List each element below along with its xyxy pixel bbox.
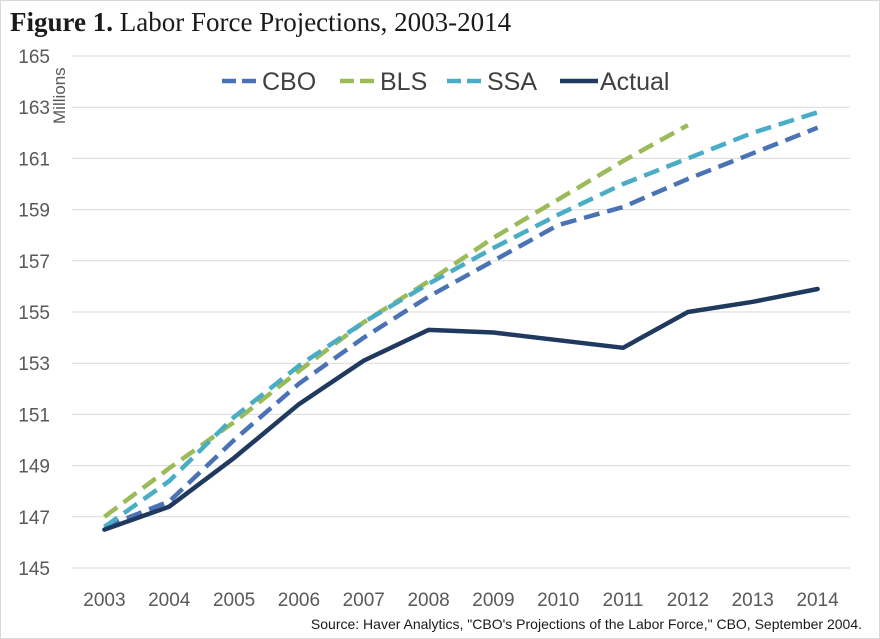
y-tick-label: 147 — [18, 508, 50, 529]
x-tick-label: 2014 — [796, 590, 839, 611]
x-tick-label: 2008 — [407, 590, 449, 611]
y-tick-label: 159 — [18, 201, 50, 222]
y-tick-label: 165 — [18, 47, 50, 68]
y-tick-label: 153 — [18, 354, 50, 375]
x-tick-label: 2012 — [667, 590, 709, 611]
y-tick-label: 157 — [18, 252, 50, 273]
legend-label-cbo: CBO — [262, 68, 316, 96]
source-note: Source: Haver Analytics, "CBO's Projecti… — [311, 616, 862, 632]
y-tick-label: 149 — [18, 457, 50, 478]
legend: CBO BLS SSA Actual — [222, 68, 669, 96]
x-tick-label: 2004 — [148, 590, 191, 611]
title-text: Labor Force Projections, 2003-2014 — [119, 7, 512, 37]
legend-label-actual: Actual — [600, 68, 669, 96]
y-tick-label: 161 — [18, 149, 50, 170]
y-tick-label: 151 — [18, 405, 50, 426]
series-lines — [102, 110, 820, 532]
legend-label-ssa: SSA — [487, 68, 537, 96]
gridlines — [72, 55, 850, 569]
y-tick-label: 155 — [18, 303, 50, 324]
series-line-cbo — [103, 125, 819, 530]
y-tick-label: 145 — [18, 559, 50, 580]
y-axis-ticks: 145 147 149 151 153 155 157 159 161 163 165 — [18, 47, 50, 580]
y-tick-label: 163 — [18, 98, 50, 119]
x-tick-label: 2006 — [278, 590, 320, 611]
series-line-ssa — [103, 110, 819, 529]
x-tick-label: 2005 — [213, 590, 255, 611]
x-tick-label: 2009 — [472, 590, 514, 611]
figure-number: Figure 1. — [10, 7, 113, 37]
x-tick-label: 2010 — [537, 590, 579, 611]
x-axis-ticks: 2003 2004 2005 2006 2007 2008 2009 2010 2011 2012… — [83, 590, 839, 611]
legend-label-bls: BLS — [380, 68, 427, 96]
series-line-actual — [102, 286, 820, 532]
x-tick-label: 2011 — [603, 590, 644, 611]
chart-title: Figure 1. Labor Force Projections, 2003-… — [10, 7, 511, 38]
y-axis-label: Millions — [50, 67, 69, 124]
x-tick-label: 2013 — [732, 590, 774, 611]
x-tick-label: 2007 — [343, 590, 385, 611]
x-tick-label: 2003 — [83, 590, 125, 611]
